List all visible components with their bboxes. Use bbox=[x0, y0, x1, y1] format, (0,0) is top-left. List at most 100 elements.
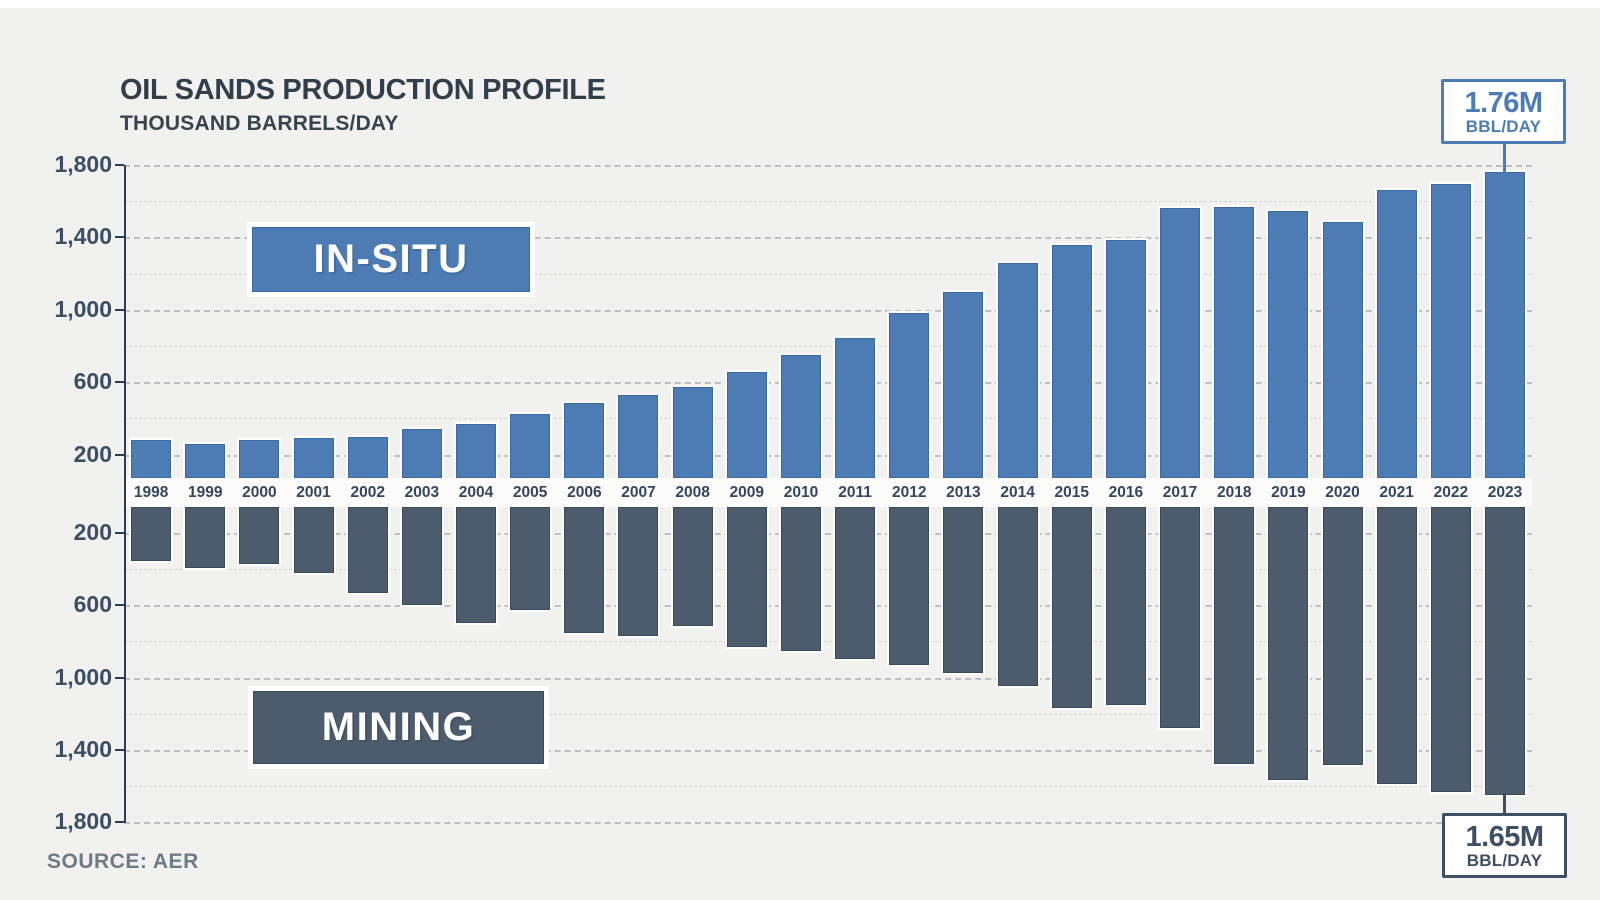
y-tick-label-200: 200 bbox=[73, 518, 112, 545]
insitu-bar-1999 bbox=[185, 443, 226, 478]
gridline-600 bbox=[124, 605, 1532, 608]
year-label-2006: 2006 bbox=[567, 484, 602, 501]
year-label-2018: 2018 bbox=[1216, 484, 1252, 501]
mining-peak-value: 1.65M bbox=[1465, 820, 1544, 853]
mining-peak-callout: 1.65M BBL/DAY bbox=[1442, 813, 1567, 878]
mining-bar-2015 bbox=[1051, 507, 1092, 709]
gridline-1600 bbox=[124, 786, 1532, 788]
year-label-2021: 2021 bbox=[1379, 484, 1414, 501]
mining-bar-2019 bbox=[1268, 507, 1309, 780]
year-label-2005: 2005 bbox=[512, 484, 548, 501]
mining-bar-2022 bbox=[1430, 507, 1471, 792]
year-label-2001: 2001 bbox=[296, 484, 331, 501]
mining-bar-2009 bbox=[726, 507, 767, 647]
insitu-series-label: IN-SITU bbox=[252, 227, 530, 292]
y-tick-mark bbox=[115, 821, 124, 824]
insitu-bar-2014 bbox=[997, 262, 1038, 478]
gridline-1800 bbox=[124, 822, 1532, 825]
year-label-2012: 2012 bbox=[892, 484, 927, 501]
y-tick-label-1800: 1,800 bbox=[54, 150, 112, 177]
mining-bar-2017 bbox=[1160, 507, 1201, 729]
year-label-2007: 2007 bbox=[621, 484, 656, 501]
y-tick-mark bbox=[115, 531, 124, 534]
y-tick-label-600: 600 bbox=[73, 368, 112, 395]
insitu-bar-2005 bbox=[510, 413, 551, 478]
year-label-2010: 2010 bbox=[783, 484, 819, 501]
gridline-400 bbox=[124, 418, 1532, 420]
insitu-bar-2023 bbox=[1484, 172, 1525, 478]
year-label-2000: 2000 bbox=[242, 484, 277, 501]
gridline-1000 bbox=[124, 309, 1532, 312]
y-tick-label-1000: 1,000 bbox=[54, 663, 112, 690]
gridline-1400 bbox=[124, 749, 1532, 752]
mining-bar-2013 bbox=[943, 507, 984, 673]
mining-bar-2000 bbox=[239, 507, 280, 564]
mining-bar-2002 bbox=[347, 507, 388, 594]
year-label-2020: 2020 bbox=[1325, 484, 1360, 501]
mining-bar-2010 bbox=[780, 507, 821, 652]
y-tick-mark bbox=[115, 164, 124, 166]
mining-bar-2003 bbox=[401, 507, 442, 606]
gridline-1800 bbox=[124, 165, 1532, 167]
mining-bar-2004 bbox=[456, 507, 497, 624]
insitu-peak-callout: 1.76M BBL/DAY bbox=[1441, 79, 1566, 144]
gridline-1200 bbox=[124, 713, 1532, 715]
year-label-1999: 1999 bbox=[187, 484, 223, 501]
gridline-1400 bbox=[124, 237, 1532, 240]
mining-bar-2008 bbox=[672, 507, 713, 626]
y-tick-label-200: 200 bbox=[73, 440, 112, 467]
y-tick-mark bbox=[115, 676, 124, 679]
mining-bar-2007 bbox=[618, 507, 659, 636]
insitu-bar-2011 bbox=[835, 337, 876, 478]
y-tick-label-600: 600 bbox=[73, 591, 112, 618]
y-tick-mark bbox=[115, 748, 124, 751]
mining-bar-2005 bbox=[510, 507, 551, 610]
gridline-200 bbox=[124, 454, 1532, 457]
year-label-2015: 2015 bbox=[1054, 484, 1089, 501]
gridline-400 bbox=[124, 568, 1532, 570]
gridline-1000 bbox=[124, 677, 1532, 680]
mining-bar-2023 bbox=[1484, 507, 1525, 796]
chart-title: OIL SANDS PRODUCTION PROFILE bbox=[120, 74, 606, 106]
mining-bar-2018 bbox=[1214, 507, 1255, 764]
insitu-peak-value: 1.76M bbox=[1464, 86, 1543, 119]
insitu-bar-2000 bbox=[239, 440, 280, 478]
year-label-1998: 1998 bbox=[133, 484, 169, 501]
insitu-callout-connector bbox=[1503, 143, 1506, 174]
insitu-bar-2016 bbox=[1105, 240, 1146, 478]
insitu-peak-unit: BBL/DAY bbox=[1465, 116, 1542, 136]
insitu-bar-2012 bbox=[889, 312, 930, 478]
insitu-bar-2004 bbox=[456, 423, 497, 478]
mining-bar-2016 bbox=[1105, 507, 1146, 705]
gridline-600 bbox=[124, 382, 1532, 385]
y-tick-mark bbox=[115, 604, 124, 607]
y-tick-label-1800: 1,800 bbox=[54, 808, 112, 835]
mining-bars-layer bbox=[124, 507, 1532, 823]
year-label-2019: 2019 bbox=[1271, 484, 1306, 501]
gridline-1600 bbox=[124, 201, 1532, 203]
source-note: SOURCE: AER bbox=[47, 850, 199, 873]
mining-bar-2006 bbox=[564, 507, 605, 634]
insitu-bars-layer bbox=[124, 165, 1532, 478]
year-label-2002: 2002 bbox=[350, 484, 385, 501]
gridline-200 bbox=[124, 532, 1532, 535]
year-label-2023: 2023 bbox=[1487, 484, 1523, 501]
insitu-bar-2003 bbox=[401, 429, 442, 478]
year-label-2016: 2016 bbox=[1108, 484, 1144, 501]
y-tick-label-1000: 1,000 bbox=[54, 295, 112, 322]
mining-bar-2021 bbox=[1376, 507, 1417, 785]
insitu-bar-2007 bbox=[618, 394, 659, 478]
year-label-2011: 2011 bbox=[838, 484, 872, 501]
y-tick-label-1400: 1,400 bbox=[54, 735, 112, 762]
chart-units-subtitle: THOUSAND BARRELS/DAY bbox=[120, 112, 399, 135]
insitu-bar-2019 bbox=[1268, 211, 1309, 478]
mining-bar-2011 bbox=[835, 507, 876, 659]
insitu-bar-2009 bbox=[726, 372, 767, 478]
top-white-strip bbox=[0, 0, 1600, 8]
year-axis-band: 1998 1999 2000 2001 2002 2003 2004 2005 2006 2007… bbox=[124, 478, 1532, 507]
insitu-bar-2021 bbox=[1376, 190, 1417, 478]
insitu-bar-2015 bbox=[1051, 244, 1092, 478]
y-tick-mark bbox=[115, 453, 124, 456]
year-label-2003: 2003 bbox=[404, 484, 440, 501]
insitu-bar-2018 bbox=[1214, 206, 1255, 478]
